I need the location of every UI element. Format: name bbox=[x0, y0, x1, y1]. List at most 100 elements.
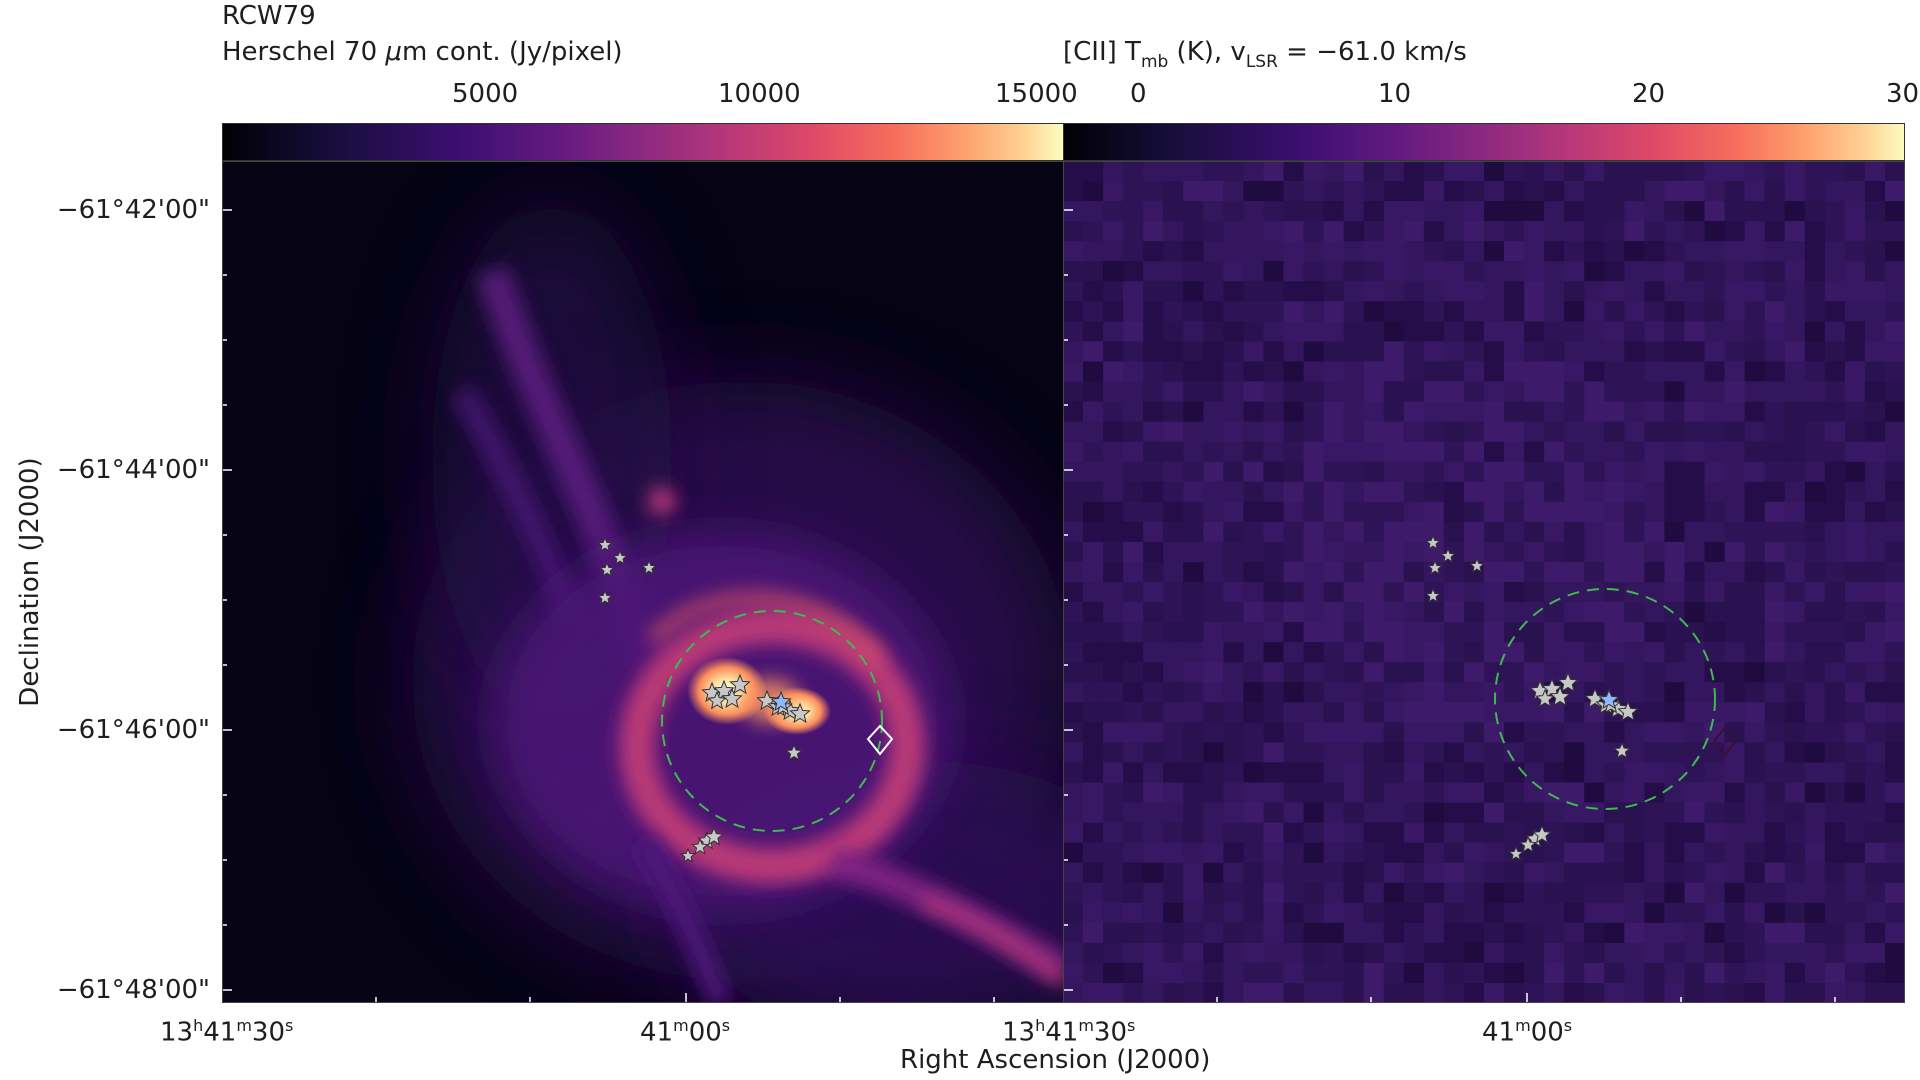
cii-pixel bbox=[1223, 401, 1244, 423]
cii-pixel bbox=[1885, 983, 1905, 1003]
cii-pixel bbox=[1584, 281, 1605, 302]
cii-pixel bbox=[1684, 201, 1706, 222]
cii-pixel bbox=[1724, 842, 1746, 864]
cii-pixel bbox=[1203, 702, 1224, 723]
cii-pixel bbox=[1684, 281, 1706, 302]
cii-pixel bbox=[1123, 742, 1144, 763]
cii-pixel bbox=[1844, 381, 1866, 403]
cii-pixel bbox=[1864, 181, 1886, 202]
cii-pixel bbox=[1724, 642, 1746, 663]
cii-pixel bbox=[1704, 421, 1726, 443]
cii-pixel bbox=[1403, 902, 1425, 924]
cii-pixel bbox=[1303, 602, 1325, 623]
cii-pixel bbox=[1484, 662, 1505, 683]
cii-pixel bbox=[1343, 602, 1365, 623]
cii-pixel bbox=[1183, 201, 1204, 222]
cii-pixel bbox=[1804, 521, 1826, 543]
cii-pixel bbox=[1544, 241, 1565, 262]
cii-pixel bbox=[1143, 562, 1164, 583]
cii-pixel bbox=[1403, 321, 1425, 342]
cii-pixel bbox=[1303, 742, 1325, 763]
cii-pixel bbox=[1403, 181, 1425, 202]
cii-pixel bbox=[1403, 822, 1425, 844]
cii-pixel bbox=[1443, 321, 1465, 342]
cii-pixel bbox=[1704, 441, 1726, 463]
cii-pixel bbox=[1464, 802, 1485, 824]
cii-pixel bbox=[1363, 822, 1385, 844]
cii-pixel bbox=[1784, 902, 1806, 924]
cii-pixel bbox=[1403, 802, 1425, 824]
cii-pixel bbox=[1684, 962, 1706, 984]
cii-pixel bbox=[1764, 762, 1786, 783]
cii-pixel bbox=[1564, 622, 1585, 643]
cii-pixel bbox=[1464, 983, 1485, 1003]
cii-pixel bbox=[1063, 161, 1084, 182]
cii-pixel bbox=[1323, 602, 1345, 623]
cii-pixel bbox=[1383, 622, 1405, 643]
cii-pixel bbox=[1644, 702, 1665, 723]
cii-pixel bbox=[1624, 521, 1645, 543]
cii-pixel bbox=[1383, 882, 1405, 904]
cii-pixel bbox=[1243, 582, 1264, 603]
cii-pixel bbox=[1504, 902, 1525, 924]
cii-pixel bbox=[1303, 642, 1325, 663]
cii-pixel bbox=[1103, 762, 1124, 783]
cii-pixel bbox=[1544, 722, 1565, 743]
star-marker-icon bbox=[1617, 700, 1639, 722]
cii-pixel bbox=[1443, 962, 1465, 984]
cii-pixel bbox=[1203, 762, 1224, 783]
cii-pixel bbox=[1403, 521, 1425, 543]
cii-pixel bbox=[1804, 181, 1826, 202]
cii-pixel bbox=[1243, 862, 1264, 884]
cii-pixel bbox=[1804, 862, 1826, 884]
cii-pixel bbox=[1604, 361, 1625, 383]
cii-pixel bbox=[1223, 281, 1244, 302]
cii-pixel bbox=[1423, 782, 1445, 804]
cii-pixel bbox=[1824, 602, 1846, 623]
cii-pixel bbox=[1083, 321, 1104, 342]
cii-pixel bbox=[1764, 421, 1786, 443]
cii-pixel bbox=[1664, 301, 1685, 322]
cii-pixel bbox=[1403, 682, 1425, 703]
cii-pixel bbox=[1784, 221, 1806, 242]
cii-pixel bbox=[1223, 481, 1244, 503]
cii-pixel bbox=[1123, 802, 1144, 824]
cii-pixel bbox=[1724, 902, 1746, 924]
cii-pixel bbox=[1163, 321, 1184, 342]
cii-pixel bbox=[1203, 602, 1224, 623]
cii-pixel bbox=[1804, 582, 1826, 603]
cii-pixel bbox=[1263, 662, 1285, 683]
cii-pixel bbox=[1283, 461, 1305, 483]
cii-pixel bbox=[1584, 983, 1605, 1003]
cii-pixel bbox=[1584, 501, 1605, 523]
cii-pixel bbox=[1123, 642, 1144, 663]
cii-pixel bbox=[1724, 521, 1746, 543]
cii-pixel bbox=[1163, 281, 1184, 302]
cii-pixel bbox=[1163, 862, 1184, 884]
cii-pixel bbox=[1243, 181, 1264, 202]
cii-pixel bbox=[1564, 962, 1585, 984]
cii-pixel bbox=[1784, 802, 1806, 824]
cii-pixel bbox=[1163, 161, 1184, 182]
cii-pixel bbox=[1544, 922, 1565, 944]
cii-pixel bbox=[1584, 221, 1605, 242]
cii-pixel bbox=[1784, 842, 1806, 864]
cii-pixel bbox=[1744, 461, 1766, 483]
cii-pixel bbox=[1864, 161, 1886, 182]
cii-pixel bbox=[1704, 822, 1726, 844]
cii-pixel bbox=[1423, 381, 1445, 403]
cii-pixel bbox=[1383, 702, 1405, 723]
cii-pixel bbox=[1504, 762, 1525, 783]
cii-pixel bbox=[1824, 301, 1846, 322]
cii-pixel bbox=[1443, 782, 1465, 804]
cii-pixel bbox=[1303, 321, 1325, 342]
cii-pixel bbox=[1203, 421, 1224, 443]
cii-pixel bbox=[1604, 481, 1625, 503]
cii-pixel bbox=[1644, 602, 1665, 623]
cii-pixel bbox=[1103, 401, 1124, 423]
cii-pixel bbox=[1604, 942, 1625, 964]
cii-pixel bbox=[1123, 461, 1144, 483]
cii-pixel bbox=[1143, 241, 1164, 262]
cii-pixel bbox=[1564, 161, 1585, 182]
cii-pixel bbox=[1584, 201, 1605, 222]
